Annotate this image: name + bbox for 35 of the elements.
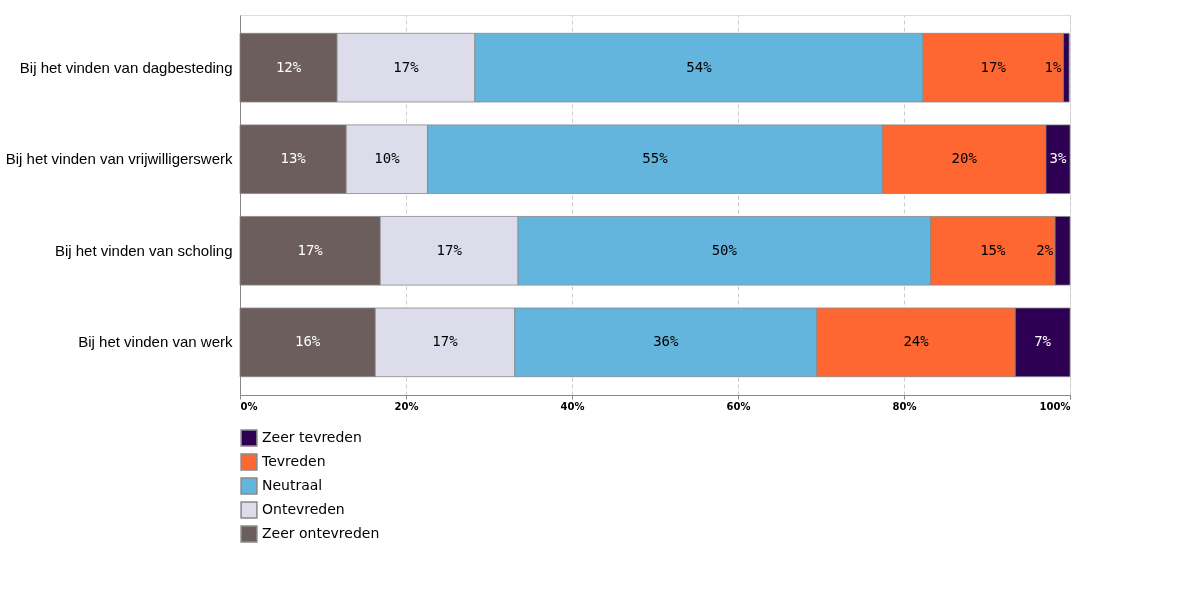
data-label: 7%: [1034, 333, 1052, 350]
legend-label: Tevreden: [261, 453, 326, 469]
data-label: 10%: [374, 150, 401, 167]
x-tick-label: 60%: [726, 400, 751, 412]
y-tick-label: Bij het vinden van vrijwilligerswerk: [5, 150, 233, 168]
data-label: 12%: [275, 58, 302, 75]
y-tick-label: Bij het vinden van scholing: [54, 241, 233, 259]
data-label: 24%: [903, 333, 930, 350]
data-label: 17%: [436, 241, 463, 258]
data-label: 17%: [980, 58, 1007, 75]
y-tick-label: Bij het vinden van werk: [78, 333, 233, 351]
data-label: 3%: [1049, 150, 1067, 167]
data-label: 50%: [711, 241, 738, 258]
data-label: 17%: [432, 333, 459, 350]
data-label: 20%: [951, 150, 978, 167]
data-label: 2%: [1036, 241, 1054, 258]
data-label: 54%: [686, 58, 713, 75]
data-label: 17%: [297, 241, 324, 258]
x-tick-label: 100%: [1039, 400, 1071, 412]
data-label: 15%: [980, 241, 1007, 258]
x-tick-label: 20%: [394, 400, 419, 412]
legend-label: Zeer ontevreden: [262, 525, 380, 541]
data-label: 36%: [653, 333, 679, 350]
legend-label: Zeer tevreden: [262, 429, 362, 445]
y-tick-label: Bij het vinden van dagbesteding: [19, 58, 233, 76]
data-label: 13%: [280, 150, 307, 167]
x-tick-label: 0%: [240, 400, 258, 412]
data-label: 16%: [295, 333, 321, 350]
x-tick-label: 80%: [892, 400, 917, 412]
legend-label: Neutraal: [262, 477, 323, 493]
legend-label: Ontevreden: [262, 501, 345, 517]
data-label: 1%: [1044, 58, 1062, 75]
x-tick-label: 40%: [560, 400, 585, 412]
data-label: 55%: [642, 150, 669, 167]
data-label: 17%: [393, 58, 420, 75]
